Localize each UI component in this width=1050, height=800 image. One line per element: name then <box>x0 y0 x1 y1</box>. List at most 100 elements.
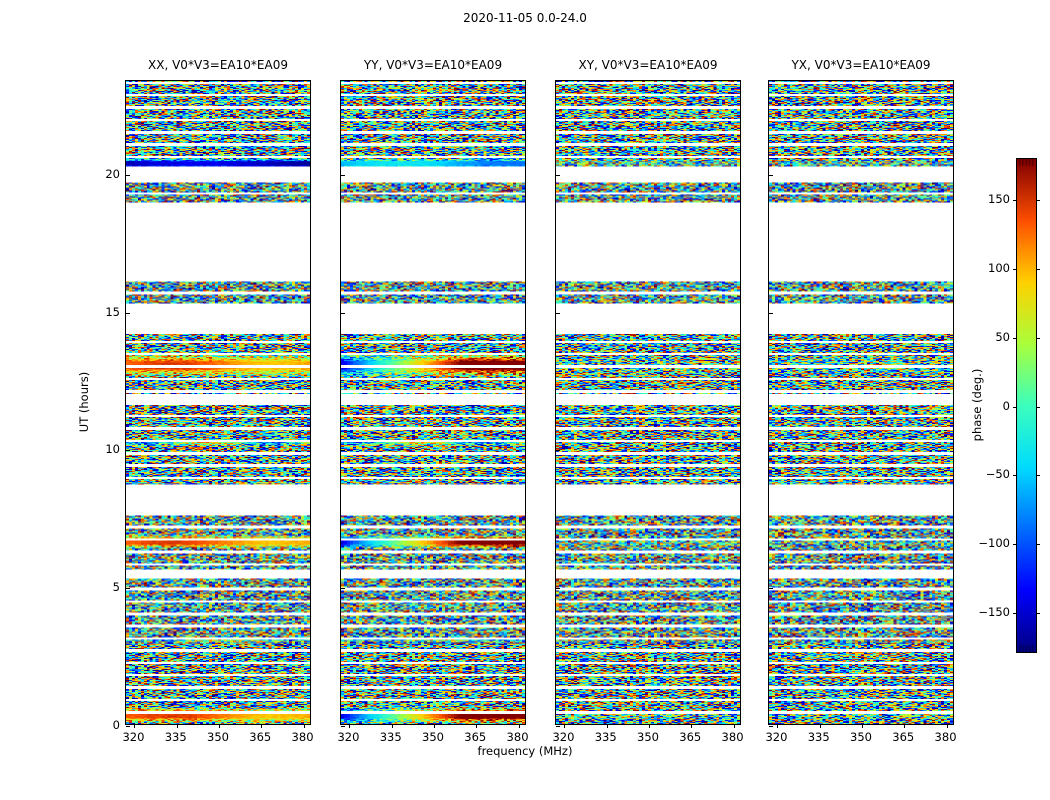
x-axis-tick-label: 380 <box>721 730 744 744</box>
y-axis-tick-label: 5 <box>112 580 120 595</box>
subplot-title-yy: YY, V0*V3=EA10*EA09 <box>363 58 503 72</box>
x-axis-tick <box>564 724 566 728</box>
y-axis-tick <box>341 174 345 176</box>
colorbar-tick-label: −100 <box>978 536 1010 550</box>
x-axis-tick-label: 320 <box>337 730 360 744</box>
colorbar[interactable] <box>1013 158 1040 653</box>
axes-yy[interactable] <box>340 80 526 728</box>
x-axis-tick <box>303 724 305 728</box>
colorbar-tick-label: 150 <box>988 192 1010 207</box>
x-axis-tick-label: 350 <box>850 730 872 744</box>
x-axis-tick-label: 350 <box>207 730 229 744</box>
x-axis-tick <box>733 724 735 728</box>
y-axis-tick <box>556 312 560 314</box>
x-axis-tick-label: 380 <box>506 730 529 744</box>
x-axis-tick <box>518 724 520 728</box>
y-axis-tick-label: 15 <box>105 304 120 319</box>
y-axis-tick <box>769 726 773 727</box>
colorbar-tick <box>1036 337 1040 339</box>
colorbar-tick <box>1013 612 1017 614</box>
x-axis-tick <box>606 724 608 728</box>
y-axis-tick <box>556 588 560 590</box>
x-axis-label: frequency (MHz) <box>477 744 573 758</box>
x-axis-tick <box>476 724 478 728</box>
x-axis-tick <box>176 724 178 728</box>
figure-suptitle: 2020-11-05 0.0-24.0 <box>463 11 587 25</box>
xtick-labels-yy: 320 335 350 365 380 <box>337 725 529 745</box>
x-axis-tick <box>649 724 650 728</box>
y-axis-label: UT (hours) <box>77 371 91 433</box>
x-axis-tick-label: 365 <box>679 730 702 744</box>
x-axis-tick-label: 365 <box>892 730 915 744</box>
x-axis-tick-label: 320 <box>122 730 145 744</box>
x-axis-tick-label: 335 <box>164 730 187 744</box>
x-axis-tick <box>134 724 136 728</box>
y-axis-tick <box>769 312 773 314</box>
x-axis-tick <box>904 724 906 728</box>
y-axis-tick <box>126 450 130 452</box>
xtick-labels-xx: 320 335 350 365 380 <box>122 725 314 745</box>
colorbar-tick <box>1036 475 1040 477</box>
colorbar-tick <box>1013 475 1017 477</box>
x-axis-tick-label: 320 <box>765 730 788 744</box>
colorbar-tick-label: 0 <box>1002 398 1010 413</box>
colorbar-tick <box>1013 406 1017 408</box>
x-axis-tick <box>862 724 863 728</box>
x-axis-tick <box>349 724 351 728</box>
subplot-panel-xy: XY, V0*V3=EA10*EA09 320 335 350 365 380 <box>552 58 743 744</box>
colorbar-tick <box>1036 544 1040 545</box>
x-axis-tick <box>946 724 948 728</box>
subplot-panel-yx: YX, V0*V3=EA10*EA09 320 335 350 365 380 <box>765 58 956 744</box>
y-axis-tick <box>341 312 345 314</box>
x-axis-tick-label: 365 <box>249 730 272 744</box>
xtick-labels-yx: 320 335 350 365 380 <box>765 725 956 745</box>
colorbar-tick-label: 100 <box>988 261 1010 275</box>
subplot-title-yx: YX, V0*V3=EA10*EA09 <box>791 58 931 72</box>
colorbar-tick <box>1013 337 1017 339</box>
x-axis-tick-label: 380 <box>291 730 314 744</box>
x-axis-tick <box>819 724 821 728</box>
colorbar-tick <box>1013 544 1017 545</box>
y-axis-tick <box>769 588 773 590</box>
xtick-labels-xy: 320 335 350 365 380 <box>552 725 744 745</box>
axes-xy[interactable] <box>555 80 741 728</box>
y-axis-tick <box>341 588 345 590</box>
y-axis-tick <box>556 726 560 727</box>
x-axis-tick <box>261 724 263 728</box>
x-axis-tick <box>777 724 779 728</box>
y-axis-tick <box>769 450 773 452</box>
x-axis-tick-label: 365 <box>464 730 487 744</box>
colorbar-tick <box>1036 406 1040 408</box>
colorbar-tick-label: 50 <box>995 329 1010 344</box>
y-axis-tick <box>341 726 345 727</box>
colorbar-label: phase (deg.) <box>970 368 984 442</box>
colorbar-tick <box>1013 269 1017 270</box>
y-axis-tick <box>556 450 560 452</box>
colorbar-tick <box>1036 200 1040 202</box>
y-axis-tick <box>126 174 130 176</box>
y-axis-tick-label: 20 <box>105 166 120 181</box>
colorbar-tick <box>1036 612 1040 614</box>
subplot-panel-yy: YY, V0*V3=EA10*EA09 320 335 350 365 380 <box>337 58 528 744</box>
y-axis-tick <box>126 726 130 727</box>
x-axis-tick-label: 335 <box>594 730 617 744</box>
subplot-title-xx: XX, V0*V3=EA10*EA09 <box>148 58 288 72</box>
x-axis-tick-label: 335 <box>807 730 830 744</box>
x-axis-tick <box>691 724 693 728</box>
y-axis-tick <box>341 450 345 452</box>
axes-yx[interactable] <box>768 80 954 728</box>
x-axis-tick-label: 320 <box>552 730 575 744</box>
colorbar-tick <box>1013 200 1017 202</box>
subplot-panel-xx: XX, V0*V3=EA10*EA09 320 335 350 365 380 <box>122 58 313 744</box>
axes-xx[interactable] <box>125 80 311 728</box>
x-axis-tick <box>391 724 393 728</box>
y-axis-tick <box>769 174 773 176</box>
x-axis-tick-label: 350 <box>422 730 444 744</box>
colorbar-tick-label: −150 <box>978 604 1010 619</box>
x-axis-tick-label: 350 <box>637 730 659 744</box>
x-axis-tick <box>219 724 220 728</box>
y-axis-tick <box>126 312 130 314</box>
colorbar-tick-label: −50 <box>985 467 1010 482</box>
y-axis-tick-label: 0 <box>112 718 120 732</box>
